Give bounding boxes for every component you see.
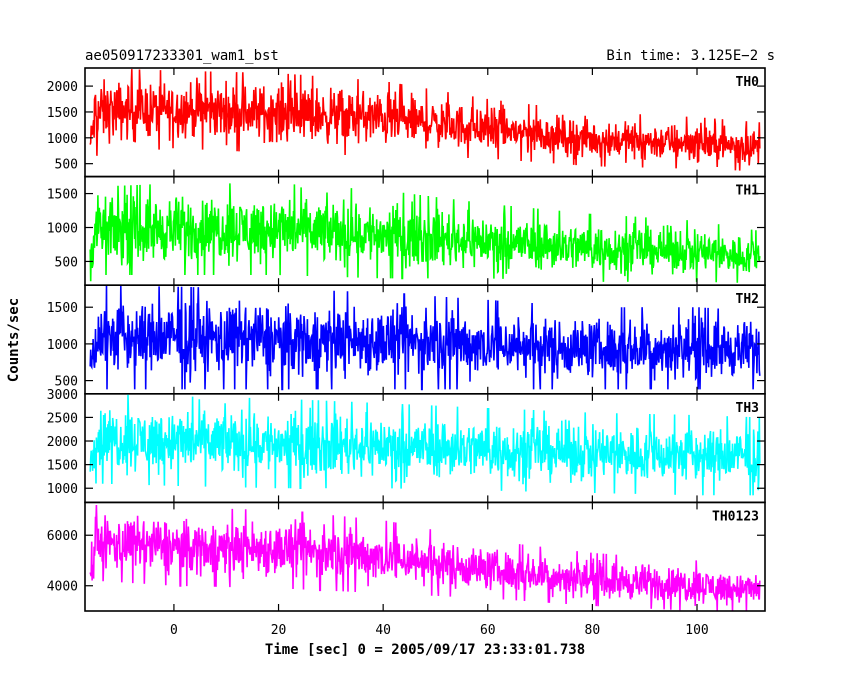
y-tick-label: 1500 — [47, 106, 78, 121]
panel-th2: 500 1000 1500 TH2 — [47, 284, 766, 395]
y-tick-label: 1500 — [47, 459, 78, 474]
x-axis-label: Time [sec] 0 = 2005/09/17 23:33:01.738 — [265, 642, 585, 658]
x-tick-label: 100 — [685, 623, 708, 638]
series-label-th3: TH3 — [736, 401, 759, 416]
x-tick-label: 40 — [375, 623, 391, 638]
panel-th3: 1000 1500 2000 2500 3000 TH3 — [47, 388, 766, 504]
series-line-th2 — [89, 285, 761, 391]
y-tick-label: 3000 — [47, 388, 78, 403]
series-label-th0: TH0 — [736, 75, 760, 90]
y-tick-label: 2000 — [47, 80, 78, 95]
y-tick-label: 500 — [55, 375, 78, 390]
y-tick-label: 1000 — [47, 482, 78, 497]
chart-subtitle: Bin time: 3.125E−2 s — [606, 48, 775, 64]
y-tick-label: 1500 — [47, 301, 78, 316]
y-axis-label: Counts/sec — [6, 298, 22, 382]
series-label-th1: TH1 — [736, 184, 760, 199]
x-tick-label: 20 — [271, 623, 287, 638]
y-tick-label: 1000 — [47, 132, 78, 147]
series-line-th0 — [89, 69, 761, 171]
y-tick-label: 1000 — [47, 338, 78, 353]
panel-th0: 500 1000 1500 2000 TH0 — [47, 67, 766, 178]
y-tick-label: 2500 — [47, 411, 78, 426]
chart-title: ae050917233301_wam1_bst — [85, 48, 279, 64]
y-tick-label: 2000 — [47, 435, 78, 450]
series-line-th1 — [89, 183, 761, 283]
x-tick-label: 80 — [585, 623, 601, 638]
series-label-th0123: TH0123 — [712, 509, 759, 524]
y-tick-label: 4000 — [47, 580, 78, 595]
series-line-th0123 — [89, 504, 761, 612]
y-tick-label: 500 — [55, 158, 78, 173]
x-tick-label: 60 — [480, 623, 496, 638]
series-line-th3 — [89, 394, 761, 496]
x-tick-labels: 0 20 40 60 80 100 — [170, 623, 709, 638]
series-label-th2: TH2 — [736, 292, 759, 307]
panel-th1: 500 1000 1500 TH1 — [47, 175, 766, 287]
y-tick-label: 1000 — [47, 222, 78, 237]
y-tick-label: 500 — [55, 255, 78, 270]
x-tick-label: 0 — [170, 623, 178, 638]
y-tick-label: 1500 — [47, 188, 78, 203]
panel-frame — [84, 501, 766, 612]
panel-th0123: 4000 6000 TH0123 — [47, 501, 766, 612]
y-tick-label: 6000 — [47, 529, 78, 544]
